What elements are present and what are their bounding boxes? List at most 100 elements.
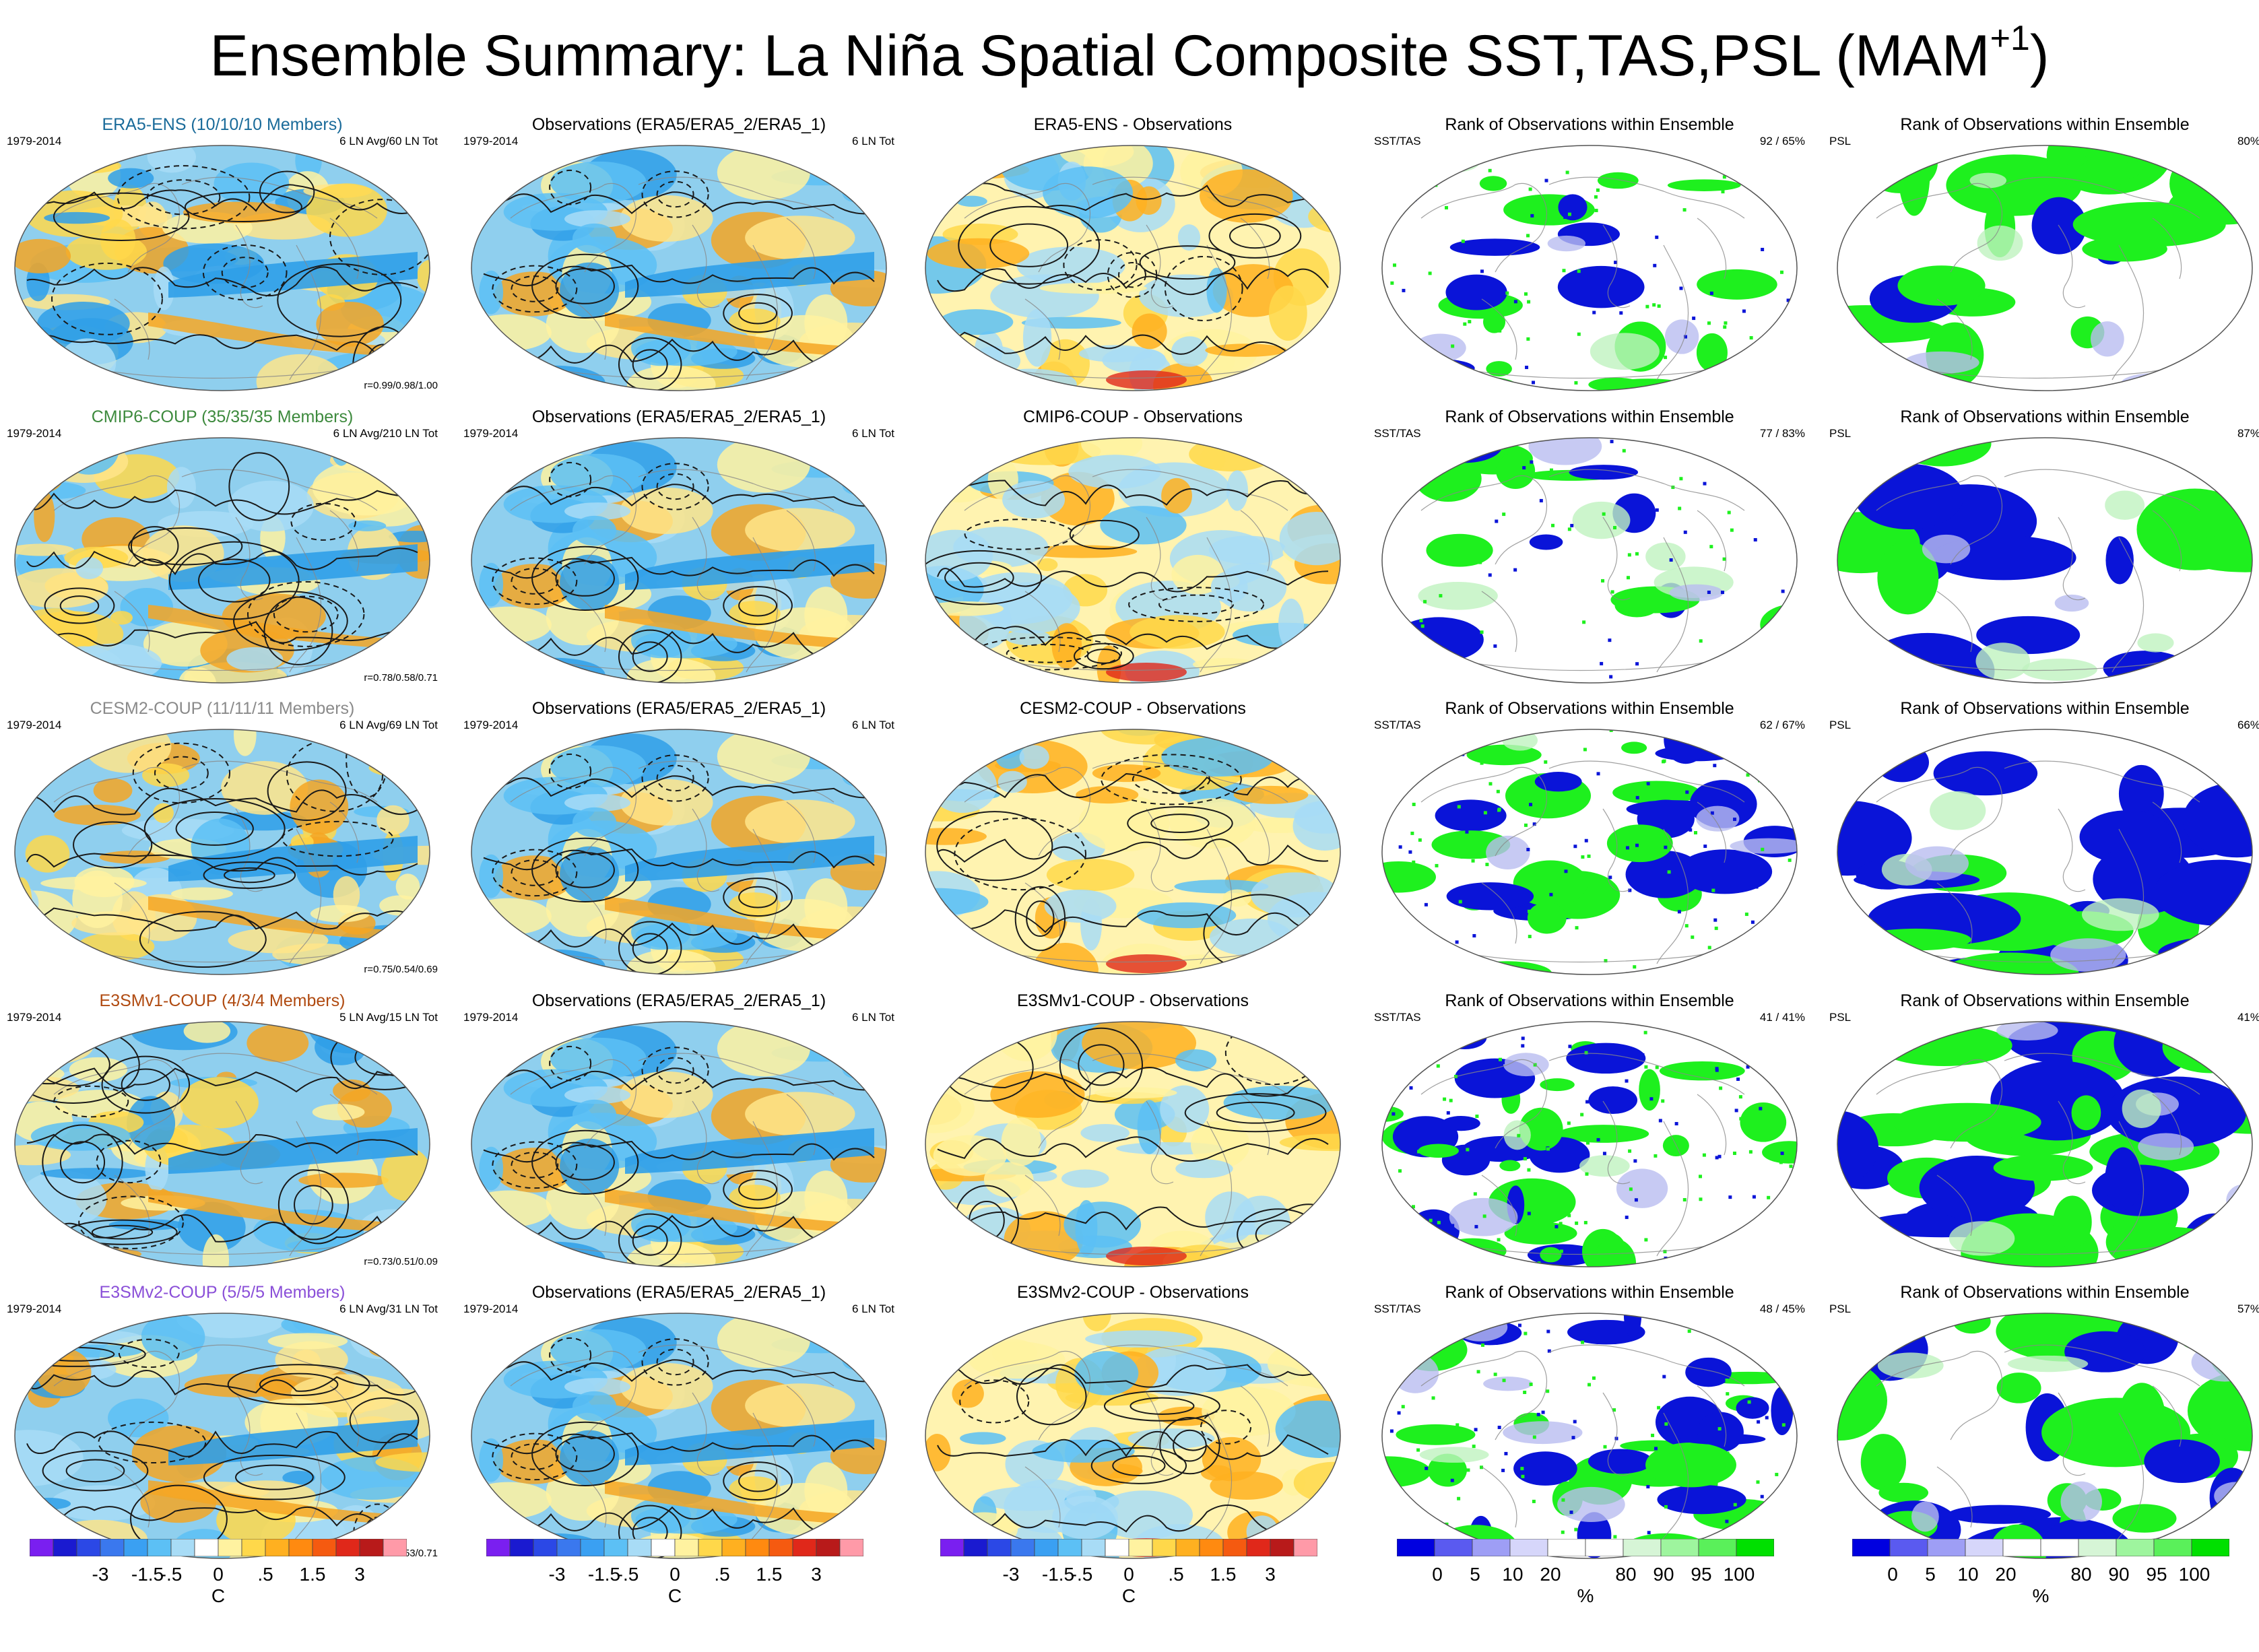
colorbar-unit: % <box>1577 1585 1594 1606</box>
panel-right-label: 48 / 45% <box>1759 1302 1805 1315</box>
colorbar-tick-label: 100 <box>2178 1564 2211 1585</box>
colorbar-tick-label: -.5 <box>616 1564 639 1585</box>
panel-left-label: SST/TAS <box>1374 1011 1421 1024</box>
map-panel-r5-c4: Rank of Observations within Ensemble SST/… <box>1374 1282 1805 1565</box>
colorbar-swatch <box>1081 1539 1106 1556</box>
colorbar-tick-label: 3 <box>811 1564 822 1585</box>
rank-map <box>1837 1313 2253 1559</box>
panel-title: Observations (ERA5/ERA5_2/ERA5_1) <box>531 407 826 426</box>
panel-left-label: SST/TAS <box>1374 1302 1421 1315</box>
panel-left-label: PSL <box>1829 135 1852 147</box>
panel-right-label: 6 LN Avg/60 LN Tot <box>339 135 438 147</box>
rank-map <box>1381 729 1798 975</box>
colorbar-tick-label: 95 <box>1691 1564 1712 1585</box>
panel-title: E3SMv2-COUP - Observations <box>1016 1283 1249 1302</box>
colorbar-swatches <box>30 1539 407 1556</box>
panel-title: CMIP6-COUP (35/35/35 Members) <box>91 407 354 426</box>
colorbar-swatch <box>288 1539 313 1556</box>
map-panel-r1-c4: Rank of Observations within Ensemble SST/… <box>1374 114 1805 397</box>
temperature-map <box>471 1313 887 1559</box>
colorbar-swatch <box>1034 1539 1059 1556</box>
panel-left-label: SST/TAS <box>1374 427 1421 440</box>
temperature-map <box>925 437 1341 684</box>
rank-map <box>1837 1021 2253 1267</box>
colorbar-swatch <box>580 1539 605 1556</box>
map-panel-r4-c2: Observations (ERA5/ERA5_2/ERA5_1) 1979-20… <box>463 991 894 1274</box>
map-panel-r5-c1: E3SMv2-COUP (5/5/5 Members) 1979-2014 6 LN… <box>7 1282 438 1565</box>
colorbar-swatch <box>792 1539 817 1556</box>
panel-left-label: PSL <box>1829 719 1852 731</box>
colorbar-swatch <box>1889 1539 1928 1556</box>
panel-right-label: 6 LN Avg/31 LN Tot <box>339 1302 438 1315</box>
map-panel-r1-c1: ERA5-ENS (10/10/10 Members) 1979-2014 6 LN… <box>7 114 438 397</box>
colorbar-swatch <box>963 1539 988 1556</box>
panel-right-label: 87% <box>2237 427 2259 440</box>
temperature-map <box>471 437 887 684</box>
colorbar-tick-label: 20 <box>1540 1564 1561 1585</box>
colorbar-swatches <box>486 1539 863 1556</box>
temperature-map <box>471 729 887 975</box>
colorbar-swatch <box>1509 1539 1548 1556</box>
map-panel-r3-c5: Rank of Observations within Ensemble PSL 6… <box>1829 698 2259 981</box>
panel-title: Rank of Observations within Ensemble <box>1445 407 1734 426</box>
rank-map <box>1381 1313 1798 1559</box>
colorbar-swatch <box>241 1539 266 1556</box>
panel-left-label: 1979-2014 <box>7 427 62 440</box>
colorbar-swatch <box>721 1539 746 1556</box>
colorbar-swatch <box>1623 1539 1662 1556</box>
panel-left-label: SST/TAS <box>1374 719 1421 731</box>
panel-right-label: 62 / 67% <box>1759 719 1805 731</box>
colorbar-swatch <box>1128 1539 1153 1556</box>
temperature-colorbar-3: -3 -1.5 -.5 0 .5 1.5 3 C <box>940 1539 1317 1613</box>
rank-map <box>1381 437 1798 684</box>
panel-right-label: 6 LN Avg/210 LN Tot <box>333 427 438 440</box>
map-panel-r2-c4: Rank of Observations within Ensemble SST/… <box>1374 407 1805 690</box>
map-panel-r2-c3: CMIP6-COUP - Observations <box>917 407 1348 690</box>
temperature-map <box>925 1313 1341 1559</box>
colorbar-tick-label: -.5 <box>1070 1564 1093 1585</box>
panel-left-label: 1979-2014 <box>463 427 519 440</box>
rank-colorbar-1: 0 5 10 20 80 90 95 100% <box>1397 1539 1774 1613</box>
rank-map <box>1381 1021 1798 1267</box>
panel-title: Rank of Observations within Ensemble <box>1900 115 2190 134</box>
colorbar-tick-label: 95 <box>2146 1564 2167 1585</box>
colorbar-swatch <box>1698 1539 1737 1556</box>
colorbar-tick-label: -1.5 <box>1041 1564 1075 1585</box>
panel-left-label: 1979-2014 <box>7 1011 62 1024</box>
panel-left-label: 1979-2014 <box>7 719 62 731</box>
temperature-map <box>14 145 430 391</box>
colorbar-tick-label: .5 <box>714 1564 730 1585</box>
panel-right-label: 57% <box>2237 1302 2259 1315</box>
rank-map <box>1381 145 1798 391</box>
temperature-map <box>925 145 1341 391</box>
colorbar-tick-label: -.5 <box>160 1564 183 1585</box>
figure-title-text: Ensemble Summary: La Niña Spatial Compos… <box>209 24 1990 88</box>
colorbar-tick-label: 0 <box>669 1564 680 1585</box>
panel-title: Observations (ERA5/ERA5_2/ERA5_1) <box>531 115 826 134</box>
colorbar-swatch <box>2040 1539 2079 1556</box>
panel-title: Observations (ERA5/ERA5_2/ERA5_1) <box>531 699 826 718</box>
colorbar-swatch <box>2002 1539 2041 1556</box>
colorbar-swatch <box>218 1539 242 1556</box>
colorbar-tick-label: 3 <box>354 1564 365 1585</box>
colorbar-swatch <box>1105 1539 1130 1556</box>
temperature-map <box>925 729 1341 975</box>
colorbar-swatch <box>1472 1539 1511 1556</box>
panel-title: Rank of Observations within Ensemble <box>1445 699 1734 718</box>
panel-right-label: 5 LN Avg/15 LN Tot <box>339 1011 438 1024</box>
colorbar-tick-label: 0 <box>1887 1564 1898 1585</box>
colorbar-swatch <box>123 1539 148 1556</box>
colorbar-tick-label: 80 <box>2070 1564 2092 1585</box>
temperature-map <box>14 1021 430 1267</box>
colorbar-swatch <box>816 1539 841 1556</box>
colorbar-swatch <box>509 1539 534 1556</box>
colorbar-swatch <box>1010 1539 1035 1556</box>
panel-right-label: 66% <box>2237 719 2259 731</box>
colorbar-tick-label: 1.5 <box>299 1564 326 1585</box>
panel-left-label: 1979-2014 <box>7 1302 62 1315</box>
colorbar-tick-label: 20 <box>1995 1564 2017 1585</box>
colorbar-swatch <box>2153 1539 2192 1556</box>
temperature-map <box>925 1021 1341 1267</box>
colorbar-swatch <box>1434 1539 1473 1556</box>
colorbar-swatches <box>1852 1539 2229 1556</box>
